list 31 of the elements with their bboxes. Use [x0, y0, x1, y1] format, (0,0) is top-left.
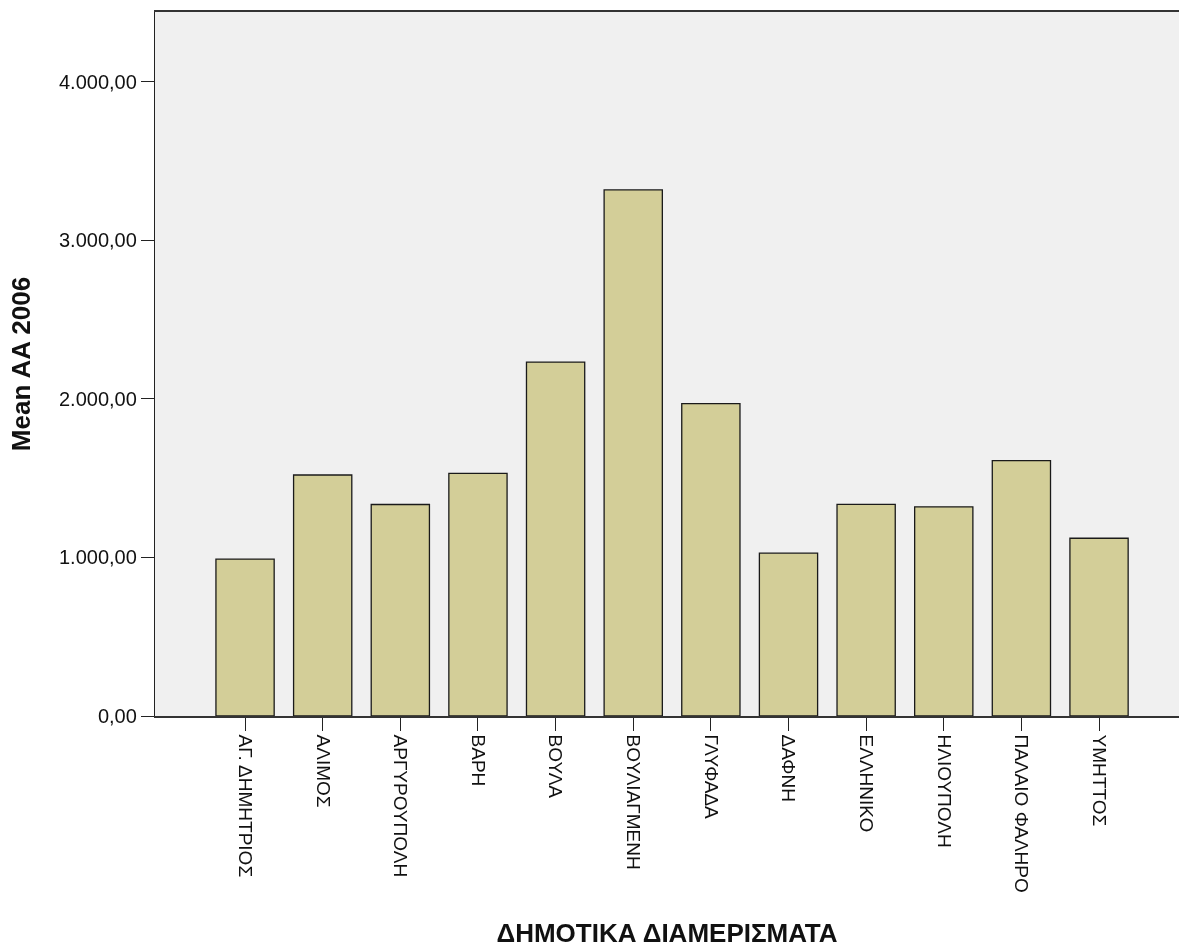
x-tick-label: ΗΛΙΟΥΠΟΛΗ — [933, 734, 955, 848]
x-axis-title: ΔΗΜΟΤΙΚΑ ΔΙΑΜΕΡΙΣΜΑΤΑ — [496, 918, 838, 948]
x-tick-label: ΠΑΛΑΙΟ ΦΑΛΗΡΟ — [1011, 734, 1033, 893]
y-tick-label: 0,00 — [97, 705, 137, 727]
x-tick-label: ΕΛΛΗΝΙΚΟ — [855, 734, 877, 833]
bar — [525, 361, 586, 716]
x-tick-label: ΥΜΗΤΤΟΣ — [1088, 734, 1110, 827]
x-tick-label: ΑΛΙΜΟΣ — [312, 734, 334, 808]
bar — [448, 472, 508, 716]
y-tick-label: 2.000,00 — [58, 387, 137, 410]
x-tick-label: ΑΓ. ΔΗΜΗΤΡΙΟΣ — [234, 734, 256, 878]
y-tick-label: 4.000,00 — [58, 70, 137, 93]
bar — [681, 402, 741, 716]
x-tick-label: ΒΟΥΛΙΑΓΜΕΝΗ — [623, 734, 645, 870]
bar — [758, 552, 819, 716]
y-tick-label: 1.000,00 — [58, 546, 137, 569]
bar — [1069, 537, 1129, 716]
x-tick-label: ΔΑΦΝΗ — [778, 734, 800, 802]
bar — [215, 558, 275, 716]
bar — [603, 189, 663, 716]
bar — [292, 474, 353, 716]
y-axis-title: Mean AA 2006 — [6, 276, 37, 452]
bar — [836, 503, 896, 716]
x-tick-label: ΒΟΥΛΑ — [545, 734, 567, 799]
x-tick-label: ΓΛΥΦΑΔΑ — [700, 734, 722, 820]
x-tick-label: ΑΡΓΥΡΟΥΠΟΛΗ — [390, 734, 412, 878]
x-tick-label: ΒΑΡΗ — [467, 734, 489, 787]
bar — [991, 460, 1052, 716]
bar — [370, 503, 431, 716]
y-tick-label: 3.000,00 — [58, 229, 137, 252]
bar — [914, 506, 974, 716]
